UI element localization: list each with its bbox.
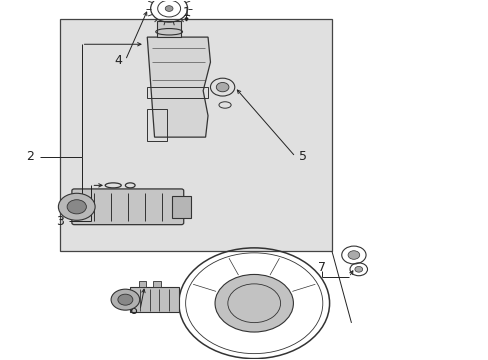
Circle shape (111, 289, 140, 310)
Circle shape (215, 274, 293, 332)
Circle shape (58, 193, 95, 220)
Bar (130, 287, 179, 312)
Circle shape (354, 266, 362, 272)
Circle shape (347, 251, 359, 259)
Text: 7: 7 (318, 261, 325, 274)
Bar (153, 281, 161, 287)
Bar (157, 21, 181, 37)
Circle shape (165, 6, 173, 12)
Bar (60, 19, 331, 251)
Bar (147, 109, 166, 141)
Text: 2: 2 (26, 150, 35, 163)
Text: 5: 5 (298, 150, 306, 163)
Bar (227, 359, 281, 360)
Circle shape (118, 294, 133, 305)
Text: 4: 4 (114, 54, 122, 67)
Text: 1: 1 (182, 6, 190, 19)
Bar (147, 87, 207, 98)
Polygon shape (147, 37, 210, 137)
Circle shape (67, 200, 86, 214)
FancyBboxPatch shape (72, 189, 183, 225)
Bar (138, 281, 146, 287)
Circle shape (216, 82, 228, 92)
Text: 6: 6 (128, 304, 136, 317)
Bar (171, 195, 191, 218)
Text: 3: 3 (56, 215, 63, 228)
